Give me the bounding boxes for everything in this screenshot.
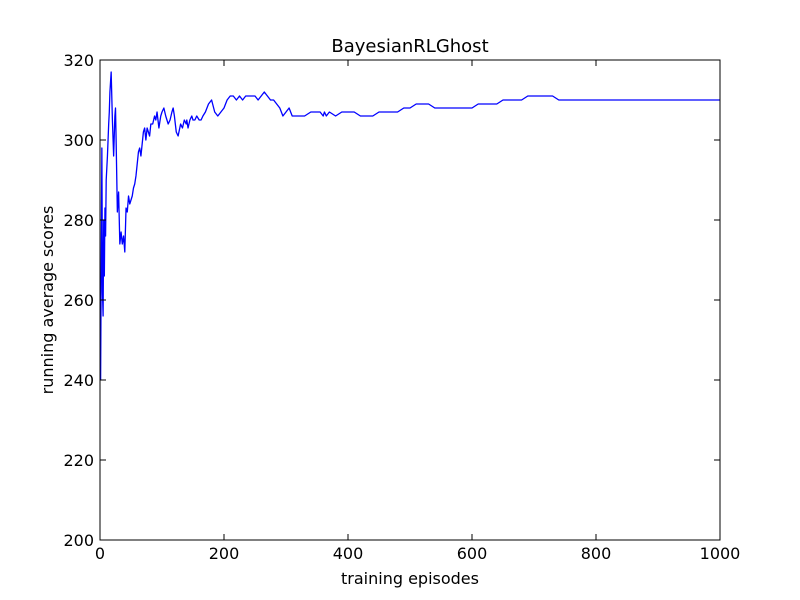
x-axis-label: training episodes bbox=[341, 569, 479, 588]
chart-title: BayesianRLGhost bbox=[331, 36, 488, 57]
x-tick-label: 1000 bbox=[700, 544, 741, 563]
plot-frame bbox=[99, 59, 721, 541]
y-tick-label: 240 bbox=[63, 371, 94, 390]
series-line-0 bbox=[100, 71, 720, 381]
y-tick-label: 300 bbox=[63, 131, 94, 150]
x-tick-label: 400 bbox=[333, 544, 364, 563]
y-tick-label: 200 bbox=[63, 531, 94, 550]
y-tick-label: 320 bbox=[63, 51, 94, 70]
y-tick-label: 260 bbox=[63, 291, 94, 310]
y-axis-label: running average scores bbox=[38, 206, 57, 395]
x-tick-label: 0 bbox=[95, 544, 105, 563]
x-tick-label: 200 bbox=[209, 544, 240, 563]
x-tick-label: 600 bbox=[457, 544, 488, 563]
x-tick-label: 800 bbox=[581, 544, 612, 563]
y-tick-label: 220 bbox=[63, 451, 94, 470]
y-tick-label: 280 bbox=[63, 211, 94, 230]
